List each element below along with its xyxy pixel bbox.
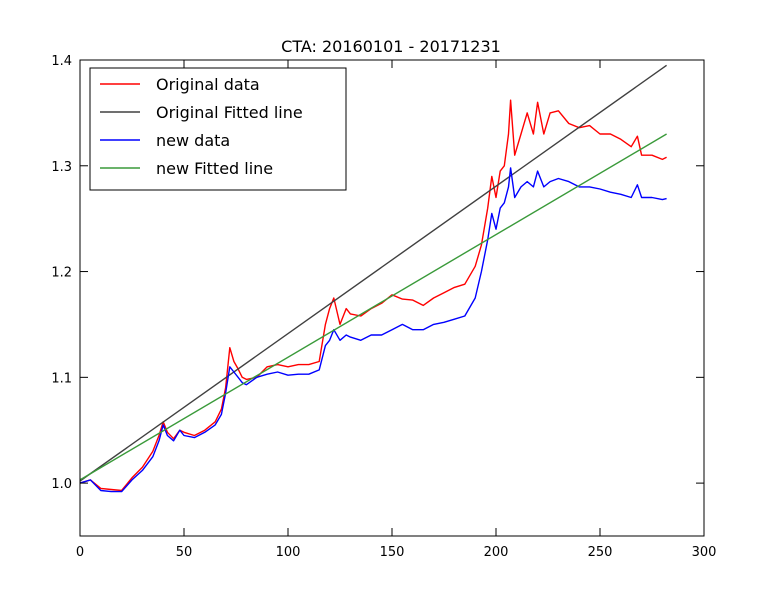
- lines-layer: [79, 64, 668, 493]
- x-tick-label: 250: [588, 545, 613, 560]
- series-line-2: [79, 64, 668, 482]
- chart-title: CTA: 20160101 - 20171231: [281, 37, 501, 56]
- y-tick-label: 1.0: [51, 477, 72, 492]
- legend-box: [89, 67, 347, 191]
- y-tick-label: 1.4: [51, 54, 72, 69]
- ticks-layer: 0 50 100 150 200 250 300 1.0 1.1 1.2 1.3 1.4: [51, 54, 716, 560]
- y-tick-label: 1.3: [51, 160, 72, 175]
- x-tick-label: 0: [76, 545, 84, 560]
- legend: Original data Original Fitted line new dat…: [89, 67, 347, 191]
- x-tick-label: 300: [692, 545, 717, 560]
- x-tick-label: 150: [380, 545, 405, 560]
- series-line-4: [79, 133, 667, 481]
- x-tick-label: 100: [276, 545, 301, 560]
- y-tick-label: 1.2: [51, 266, 72, 281]
- legend-label: new Fitted line: [156, 159, 273, 178]
- y-tick-label: 1.1: [51, 371, 72, 386]
- series-line-3: [79, 167, 667, 493]
- legend-label: Original Fitted line: [156, 103, 303, 122]
- legend-label: new data: [156, 131, 230, 150]
- legend-label: Original data: [156, 75, 260, 94]
- x-tick-label: 50: [176, 545, 193, 560]
- x-tick-label: 200: [484, 545, 509, 560]
